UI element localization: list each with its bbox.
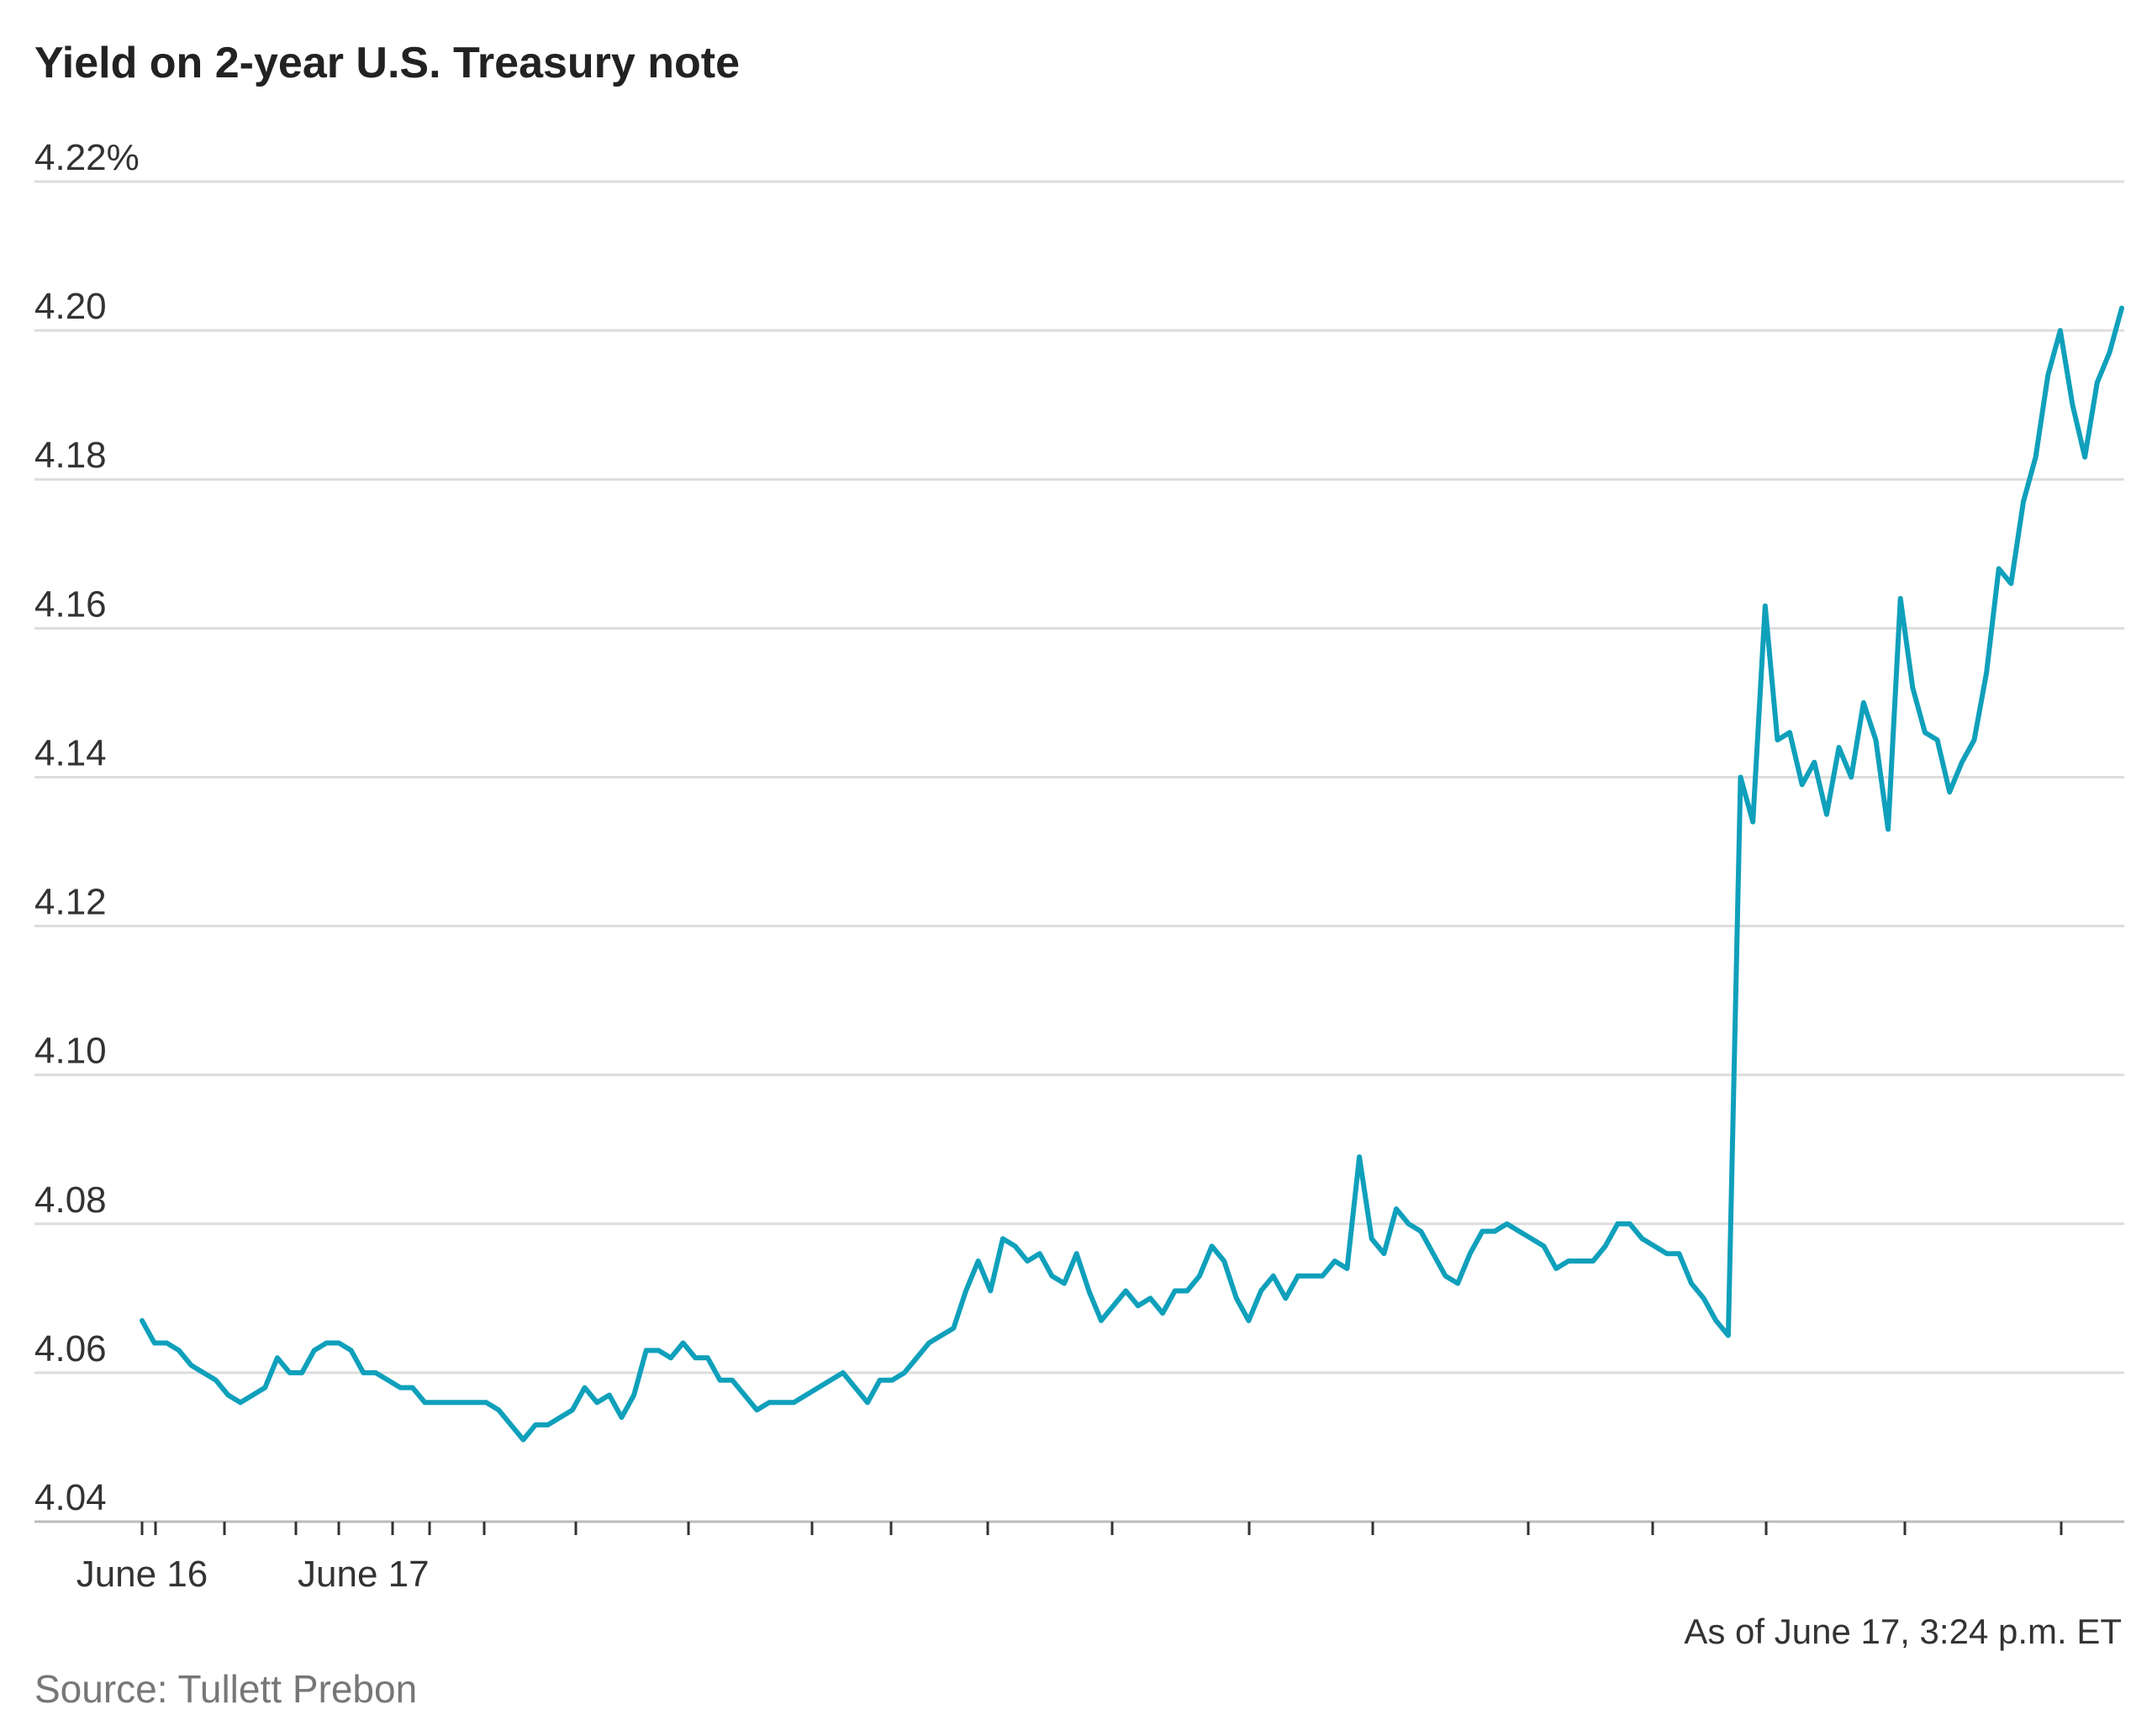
yield-line	[140, 305, 2124, 1443]
y-tick-label: 4.18	[34, 435, 107, 476]
y-tick-label: 4.12	[34, 882, 107, 923]
source: Source: Tullett Prebon	[34, 1667, 417, 1711]
x-tick-label: June 16	[76, 1554, 208, 1595]
note: As of June 17, 3:24 p.m. ET	[1684, 1612, 2122, 1651]
y-tick-label: 4.08	[34, 1179, 107, 1221]
chart-title: Yield on 2-year U.S. Treasury note	[34, 39, 740, 87]
y-tick-label: 4.22%	[34, 137, 140, 178]
x-tick-label: June 17	[298, 1554, 430, 1595]
y-tick-label: 4.10	[34, 1031, 107, 1072]
y-tick-label: 4.04	[34, 1477, 107, 1518]
y-tick-label: 4.06	[34, 1328, 107, 1369]
y-tick-label: 4.20	[34, 286, 107, 327]
y-tick-label: 4.16	[34, 583, 107, 625]
y-tick-label: 4.14	[34, 732, 107, 773]
